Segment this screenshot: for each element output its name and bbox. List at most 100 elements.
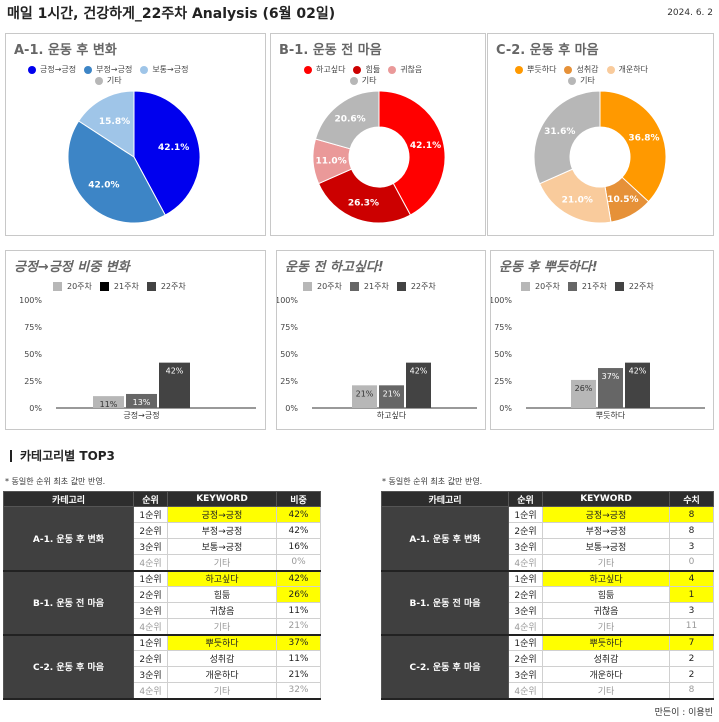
rank-cell: 4순위 — [508, 618, 543, 636]
value-cell: 11 — [669, 618, 714, 636]
legend-label: 21주차 — [363, 282, 389, 291]
legend-label: 힘듦 — [365, 65, 381, 74]
slice-label: 11.0% — [315, 156, 346, 166]
bar — [159, 362, 190, 408]
pie-slice — [77, 90, 135, 158]
legend-swatch — [28, 65, 36, 74]
bar-value-label: 42% — [166, 367, 184, 376]
rank-cell: 4순위 — [133, 554, 168, 572]
legend-swatch — [396, 282, 406, 291]
legend-label: 20주차 — [317, 282, 342, 291]
legend-item: 20주차 — [521, 281, 560, 292]
y-tick-label: 100% — [277, 296, 298, 305]
column-header: 카테고리 — [3, 491, 134, 507]
category-cell: C-2. 운동 후 마음 — [381, 634, 509, 700]
value-cell: 8 — [669, 522, 714, 539]
table-row: 3순위 개운하다 2 — [382, 666, 714, 683]
value-cell: 42% — [276, 570, 321, 587]
y-tick-label: 50% — [24, 350, 42, 359]
legend-swatch — [94, 76, 103, 85]
keyword-cell: 힘듦 — [542, 586, 670, 603]
keyword-cell: 긍정→긍정 — [167, 506, 277, 523]
table-header-row: 카테고리 순위 KEYWORD 비중 — [3, 491, 321, 507]
legend-item: 20주차 — [303, 281, 342, 292]
table-row: 2순위 부정→긍정 8 — [382, 522, 714, 539]
y-tick-label: 25% — [494, 377, 512, 386]
rank-cell: 4순위 — [133, 682, 168, 700]
legend-swatch — [353, 65, 362, 74]
table-row: A-1. 운동 후 변화 1순위 긍정→긍정 42% — [3, 506, 321, 572]
keyword-cell: 뿌듯하다 — [542, 634, 670, 651]
category-cell: A-1. 운동 후 변화 — [381, 506, 509, 572]
bar — [406, 362, 431, 408]
value-cell: 32% — [276, 682, 321, 700]
value-cell: 16% — [276, 538, 321, 555]
legend-item: 기타 — [94, 75, 122, 86]
value-cell: 1 — [669, 586, 714, 603]
table-row: 4순위 기타 11 — [382, 618, 714, 636]
table-row: 4순위 기타 32% — [4, 682, 321, 700]
x-category-label: 뿌듯하다 — [596, 410, 626, 420]
legend-swatch — [84, 65, 93, 74]
legend-item: 귀찮음 — [388, 64, 422, 75]
top3-section-title: 카테고리별 TOP3 — [10, 447, 115, 464]
table-row: B-1. 운동 전 마음 1순위 하고싶다 42% — [3, 570, 321, 636]
section-marker — [10, 450, 12, 462]
legend-label: 21주차 — [113, 282, 139, 291]
legend-swatch — [146, 282, 156, 291]
keyword-cell: 개운하다 — [542, 666, 670, 683]
legend-swatch — [304, 65, 312, 74]
report-date: 2024. 6. 2 — [667, 8, 713, 18]
category-cell: B-1. 운동 전 마음 — [3, 570, 134, 636]
y-tick-label: 75% — [494, 323, 512, 332]
legend-item: 긍정→긍정 — [28, 64, 76, 75]
legend-swatch — [614, 282, 624, 291]
legend-swatch — [521, 282, 530, 291]
pie-slice — [67, 120, 166, 224]
slice-label: 42.0% — [88, 181, 119, 191]
table-row: 3순위 보통→긍정 16% — [4, 538, 321, 555]
table-row: 2순위 성취감 11% — [4, 650, 321, 667]
value-cell: 2 — [669, 666, 714, 683]
table-row: 3순위 귀찮음 11% — [4, 602, 321, 619]
pie-chart-a1: 42.1% 42.0% 15.8% — [67, 90, 201, 224]
column-header: 순위 — [508, 491, 543, 507]
y-tick-label: 50% — [280, 350, 298, 359]
pie-slice — [378, 90, 446, 216]
category-cell: C-2. 운동 후 마음 — [3, 634, 134, 700]
table-row: 3순위 귀찮음 3 — [382, 602, 714, 619]
value-cell: 8 — [669, 682, 714, 700]
keyword-cell: 부정→긍정 — [542, 522, 670, 539]
rank-cell: 2순위 — [133, 586, 168, 603]
bar-value-label: 42% — [629, 367, 647, 376]
legend-item: 22주차 — [614, 281, 654, 292]
legend-item: 21주차 — [349, 281, 389, 292]
keyword-cell: 보통→긍정 — [542, 538, 670, 555]
column-header: KEYWORD — [167, 491, 277, 507]
slice-label: 15.8% — [99, 117, 130, 127]
bar — [93, 396, 124, 408]
column-header: KEYWORD — [542, 491, 670, 507]
table-row: A-1. 운동 후 변화 1순위 긍정→긍정 8 — [381, 506, 714, 572]
x-category-label: 하고싶다 — [377, 410, 407, 420]
legend-label: 부정→긍정 — [96, 65, 133, 74]
rank-cell: 3순위 — [508, 538, 543, 555]
rank-cell: 2순위 — [133, 650, 168, 667]
legend-row: 기타 — [515, 75, 656, 86]
y-tick-label: 100% — [491, 296, 512, 305]
rank-cell: 2순위 — [508, 650, 543, 667]
keyword-cell: 기타 — [167, 554, 277, 572]
value-cell: 11% — [276, 650, 321, 667]
y-tick-label: 75% — [280, 323, 298, 332]
legend-label: 22주차 — [410, 282, 436, 291]
column-header: 카테고리 — [381, 491, 509, 507]
bar-legend-want-to: 20주차 21주차 22주차 — [303, 281, 444, 292]
legend-item: 하고싶다 — [304, 64, 345, 75]
bar-value-label: 37% — [602, 372, 620, 381]
table-header-row: 카테고리 순위 KEYWORD 수치 — [381, 491, 714, 507]
legend-label: 개운하다 — [618, 65, 648, 74]
value-cell: 11% — [276, 602, 321, 619]
bar — [598, 368, 623, 408]
y-tick-label: 100% — [19, 296, 42, 305]
slice-label: 10.5% — [607, 195, 638, 205]
